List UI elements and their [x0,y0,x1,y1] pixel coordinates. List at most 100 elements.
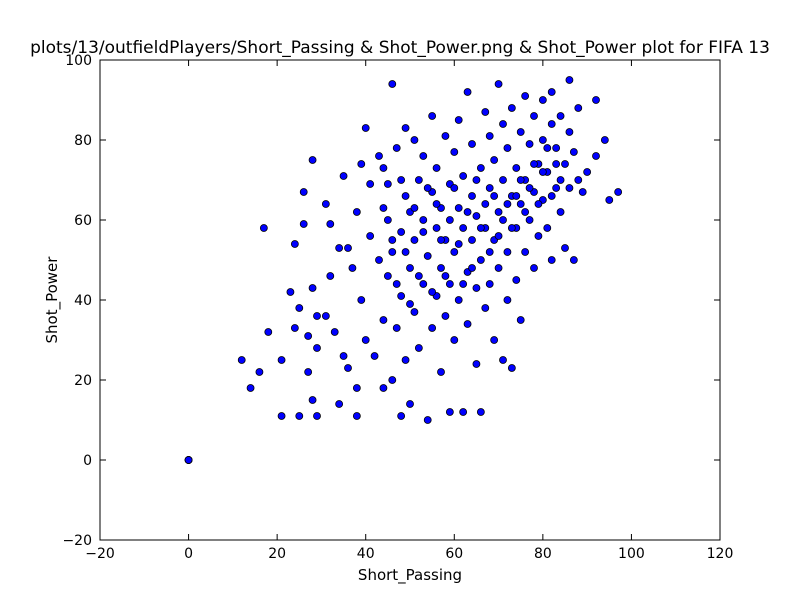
data-point [503,200,512,208]
data-point [441,312,450,320]
data-point [339,172,348,180]
data-point [383,216,392,224]
data-point [388,376,397,384]
data-point [592,96,600,104]
data-point [556,112,565,120]
data-point [468,140,476,148]
data-point [361,336,370,344]
data-point [419,280,428,288]
data-point [406,264,414,272]
data-point [463,320,472,328]
y-tick-label: 20 [74,373,92,389]
data-point [441,272,450,280]
x-tick-label: 80 [534,546,552,562]
data-point [561,244,569,252]
data-point [335,400,344,408]
data-point [397,176,406,184]
data-point [472,176,481,184]
data-point [437,236,445,244]
data-point [507,224,516,232]
data-point [339,352,348,360]
data-point [295,412,304,420]
data-point [450,148,459,156]
x-tick-label: 40 [357,546,375,562]
data-point [397,292,406,300]
data-point [392,144,401,152]
data-point [304,332,313,340]
data-point [264,328,273,336]
data-point [543,224,552,232]
data-point [547,120,556,128]
data-point [397,412,406,420]
data-point [472,212,481,220]
data-point [499,356,507,364]
data-point [525,216,534,224]
data-point [459,280,468,288]
data-point [428,112,437,120]
y-tick-label: 100 [65,53,92,69]
data-point [352,208,361,216]
x-tick-label: 100 [618,546,645,562]
data-point [485,248,494,256]
data-point [184,456,193,464]
data-point [463,88,472,96]
data-point [454,240,463,248]
data-point [512,192,521,200]
data-point [290,324,299,332]
data-point [481,200,490,208]
data-point [454,204,463,212]
data-point [485,132,494,140]
data-point [441,132,450,140]
data-point [299,188,308,196]
data-point [569,148,578,156]
data-point [277,356,286,364]
data-point [445,216,454,224]
data-point [569,256,578,264]
data-point [530,264,538,272]
data-point [476,256,485,264]
data-point [348,264,357,272]
data-point [578,188,587,196]
data-point [600,136,609,144]
data-point [410,204,419,212]
data-point [308,396,317,404]
data-point [472,360,481,368]
data-point [556,176,565,184]
data-point [295,304,304,312]
data-point [304,368,313,376]
data-point [419,228,428,236]
data-point [490,336,499,344]
data-point [414,272,423,280]
y-tick-label: −20 [62,533,92,549]
data-point [313,412,321,420]
data-point [565,184,574,192]
data-point [361,124,370,132]
data-point [507,364,516,372]
data-point [521,208,530,216]
data-point [370,352,379,360]
data-point [423,416,432,424]
data-point [290,240,299,248]
data-point [481,304,490,312]
data-point [392,324,401,332]
data-point [516,176,525,184]
data-point [286,288,295,296]
data-point [494,80,503,88]
x-tick-label: 120 [707,546,734,562]
data-point [512,276,521,284]
data-point [344,364,352,372]
data-point [516,200,525,208]
data-point [516,128,525,136]
data-point [237,356,246,364]
x-axis-label: Short_Passing [358,566,462,585]
data-point [277,412,286,420]
data-point [445,280,454,288]
data-point [388,236,397,244]
data-point [401,356,410,364]
data-point [335,244,344,252]
data-point [255,368,264,376]
data-point [476,224,485,232]
data-point [401,124,410,132]
data-point [383,272,392,280]
